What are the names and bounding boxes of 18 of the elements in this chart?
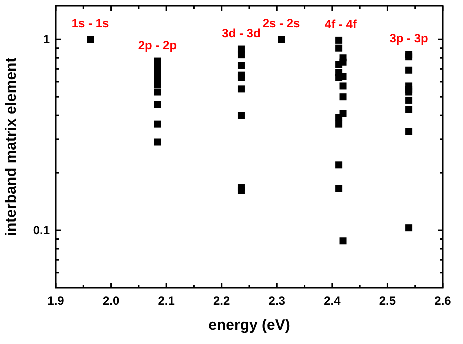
x-tick-label: 2.0 (102, 294, 120, 308)
x-tick-label: 2.2 (214, 294, 231, 308)
x-axis-title: energy (eV) (208, 317, 290, 334)
annotation: 3d - 3d (222, 26, 261, 40)
annotation: 3p - 3p (390, 32, 428, 46)
y-axis-title: interband matrix element (3, 58, 20, 236)
x-tick-label: 1.9 (48, 294, 65, 308)
annotation: 1s - 1s (72, 16, 110, 31)
y-tick-label: 0.1 (33, 224, 50, 238)
annotation: 2p - 2p (138, 38, 178, 52)
x-tick-label: 2.5 (379, 294, 396, 308)
x-tick-label: 2.1 (158, 294, 176, 308)
x-tick-label: 2.3 (268, 294, 286, 308)
annotation: 4f - 4f (324, 17, 358, 32)
y-tick-label: 1 (43, 32, 50, 47)
x-tick-label: 2.4 (324, 294, 342, 308)
annotation: 2s - 2s (262, 16, 301, 31)
x-tick-label: 2.6 (434, 294, 452, 308)
